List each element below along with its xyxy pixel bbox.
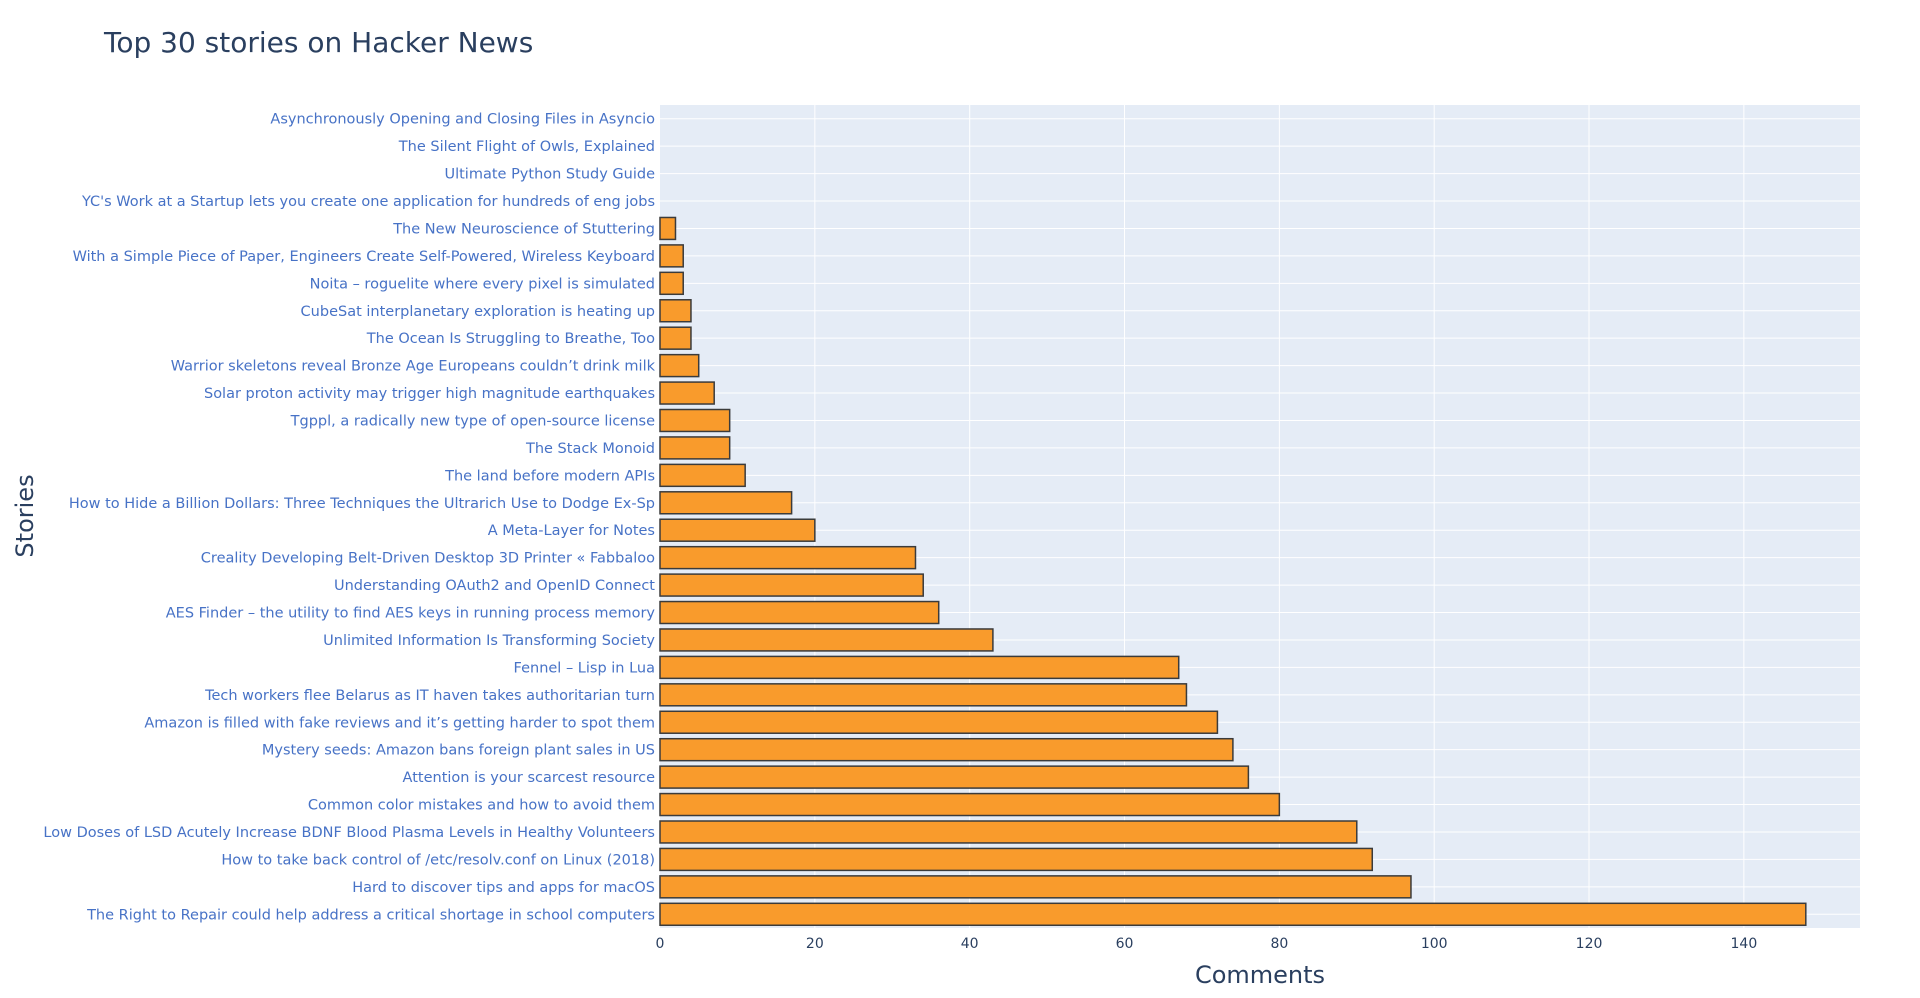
y-tick-label: Tgppl, a radically new type of open-sour… [290, 413, 655, 429]
bar[interactable] [659, 381, 715, 405]
bar[interactable] [659, 518, 816, 542]
bar[interactable] [659, 216, 677, 241]
x-tick-label: 100 [1421, 936, 1448, 952]
x-tick-labels: 0 20 40 60 80 100 120 140 [656, 936, 1758, 952]
y-tick-label: Ultimate Python Study Guide [444, 167, 655, 183]
x-tick-label: 60 [1116, 936, 1134, 952]
y-tick-label: Tech workers flee Belarus as IT haven ta… [204, 688, 655, 704]
y-tick-label: The Ocean Is Struggling to Breathe, Too [366, 331, 655, 347]
y-tick-label: Asynchronously Opening and Closing Files… [270, 112, 655, 128]
y-tick-label: Solar proton activity may trigger high m… [204, 386, 655, 402]
y-tick-label: YC's Work at a Startup lets you create o… [81, 194, 655, 210]
bar[interactable] [659, 326, 692, 350]
y-tick-label: AES Finder – the utility to find AES key… [166, 606, 656, 622]
y-tick-label: Fennel – Lisp in Lua [514, 660, 655, 676]
bar[interactable] [659, 600, 940, 625]
bars [659, 216, 1807, 927]
bar[interactable] [659, 573, 924, 597]
y-tick-label: The land before modern APIs [444, 468, 655, 484]
bar[interactable] [659, 271, 684, 296]
chart-title: Top 30 stories on Hacker News [103, 26, 533, 59]
y-tick-label: How to take back control of /etc/resolv.… [221, 852, 655, 868]
bar[interactable] [659, 655, 1180, 680]
y-tick-label: With a Simple Piece of Paper, Engineers … [73, 249, 655, 265]
bar[interactable] [659, 244, 684, 268]
y-tick-label: Warrior skeletons reveal Bronze Age Euro… [171, 359, 656, 375]
y-tick-label: Common color mistakes and how to avoid t… [308, 798, 655, 814]
y-tick-label: Noita – roguelite where every pixel is s… [310, 276, 655, 292]
bar[interactable] [659, 737, 1234, 762]
y-tick-label: Low Doses of LSD Acutely Increase BDNF B… [43, 825, 655, 841]
bar[interactable] [659, 683, 1188, 707]
x-tick-label: 20 [806, 936, 824, 952]
bar[interactable] [659, 545, 917, 570]
bar[interactable] [659, 299, 692, 323]
y-tick-labels: Asynchronously Opening and Closing Files… [43, 112, 655, 924]
bar[interactable] [659, 463, 746, 488]
x-tick-label: 140 [1731, 936, 1758, 952]
bar[interactable] [659, 847, 1374, 872]
y-tick-label: Hard to discover tips and apps for macOS [352, 880, 655, 896]
x-tick-label: 80 [1270, 936, 1288, 952]
bar[interactable] [659, 628, 994, 652]
y-tick-label: Creality Developing Belt-Driven Desktop … [201, 551, 655, 567]
y-axis-title: Stories [11, 474, 39, 557]
x-tick-label: 0 [656, 936, 665, 952]
y-tick-label: Amazon is filled with fake reviews and i… [144, 715, 655, 731]
bar[interactable] [659, 902, 1807, 927]
y-tick-label: Mystery seeds: Amazon bans foreign plant… [262, 743, 655, 759]
bar[interactable] [659, 875, 1412, 899]
y-tick-label: A Meta-Layer for Notes [488, 523, 655, 539]
y-tick-label: CubeSat interplanetary exploration is he… [301, 304, 655, 320]
y-tick-label: Understanding OAuth2 and OpenID Connect [334, 578, 655, 594]
bar[interactable] [659, 710, 1219, 734]
y-tick-label: The Right to Repair could help address a… [86, 907, 655, 923]
y-tick-label: Unlimited Information Is Transforming So… [323, 633, 655, 649]
plot-background [660, 105, 1860, 928]
bar[interactable] [659, 792, 1281, 817]
bar[interactable] [659, 765, 1250, 789]
bar[interactable] [659, 353, 700, 378]
bar[interactable] [659, 408, 731, 433]
bar[interactable] [659, 491, 793, 515]
bar[interactable] [659, 436, 731, 460]
x-tick-label: 40 [961, 936, 979, 952]
y-tick-label: The Silent Flight of Owls, Explained [398, 139, 655, 155]
y-tick-label: The Stack Monoid [525, 441, 655, 457]
bar[interactable] [659, 820, 1358, 844]
x-axis-title: Comments [1195, 961, 1325, 989]
y-tick-label: The New Neuroscience of Stuttering [392, 221, 655, 237]
gridlines [660, 105, 1860, 928]
y-tick-label: Attention is your scarcest resource [403, 770, 656, 786]
x-tick-label: 120 [1576, 936, 1603, 952]
y-tick-label: How to Hide a Billion Dollars: Three Tec… [69, 496, 655, 512]
